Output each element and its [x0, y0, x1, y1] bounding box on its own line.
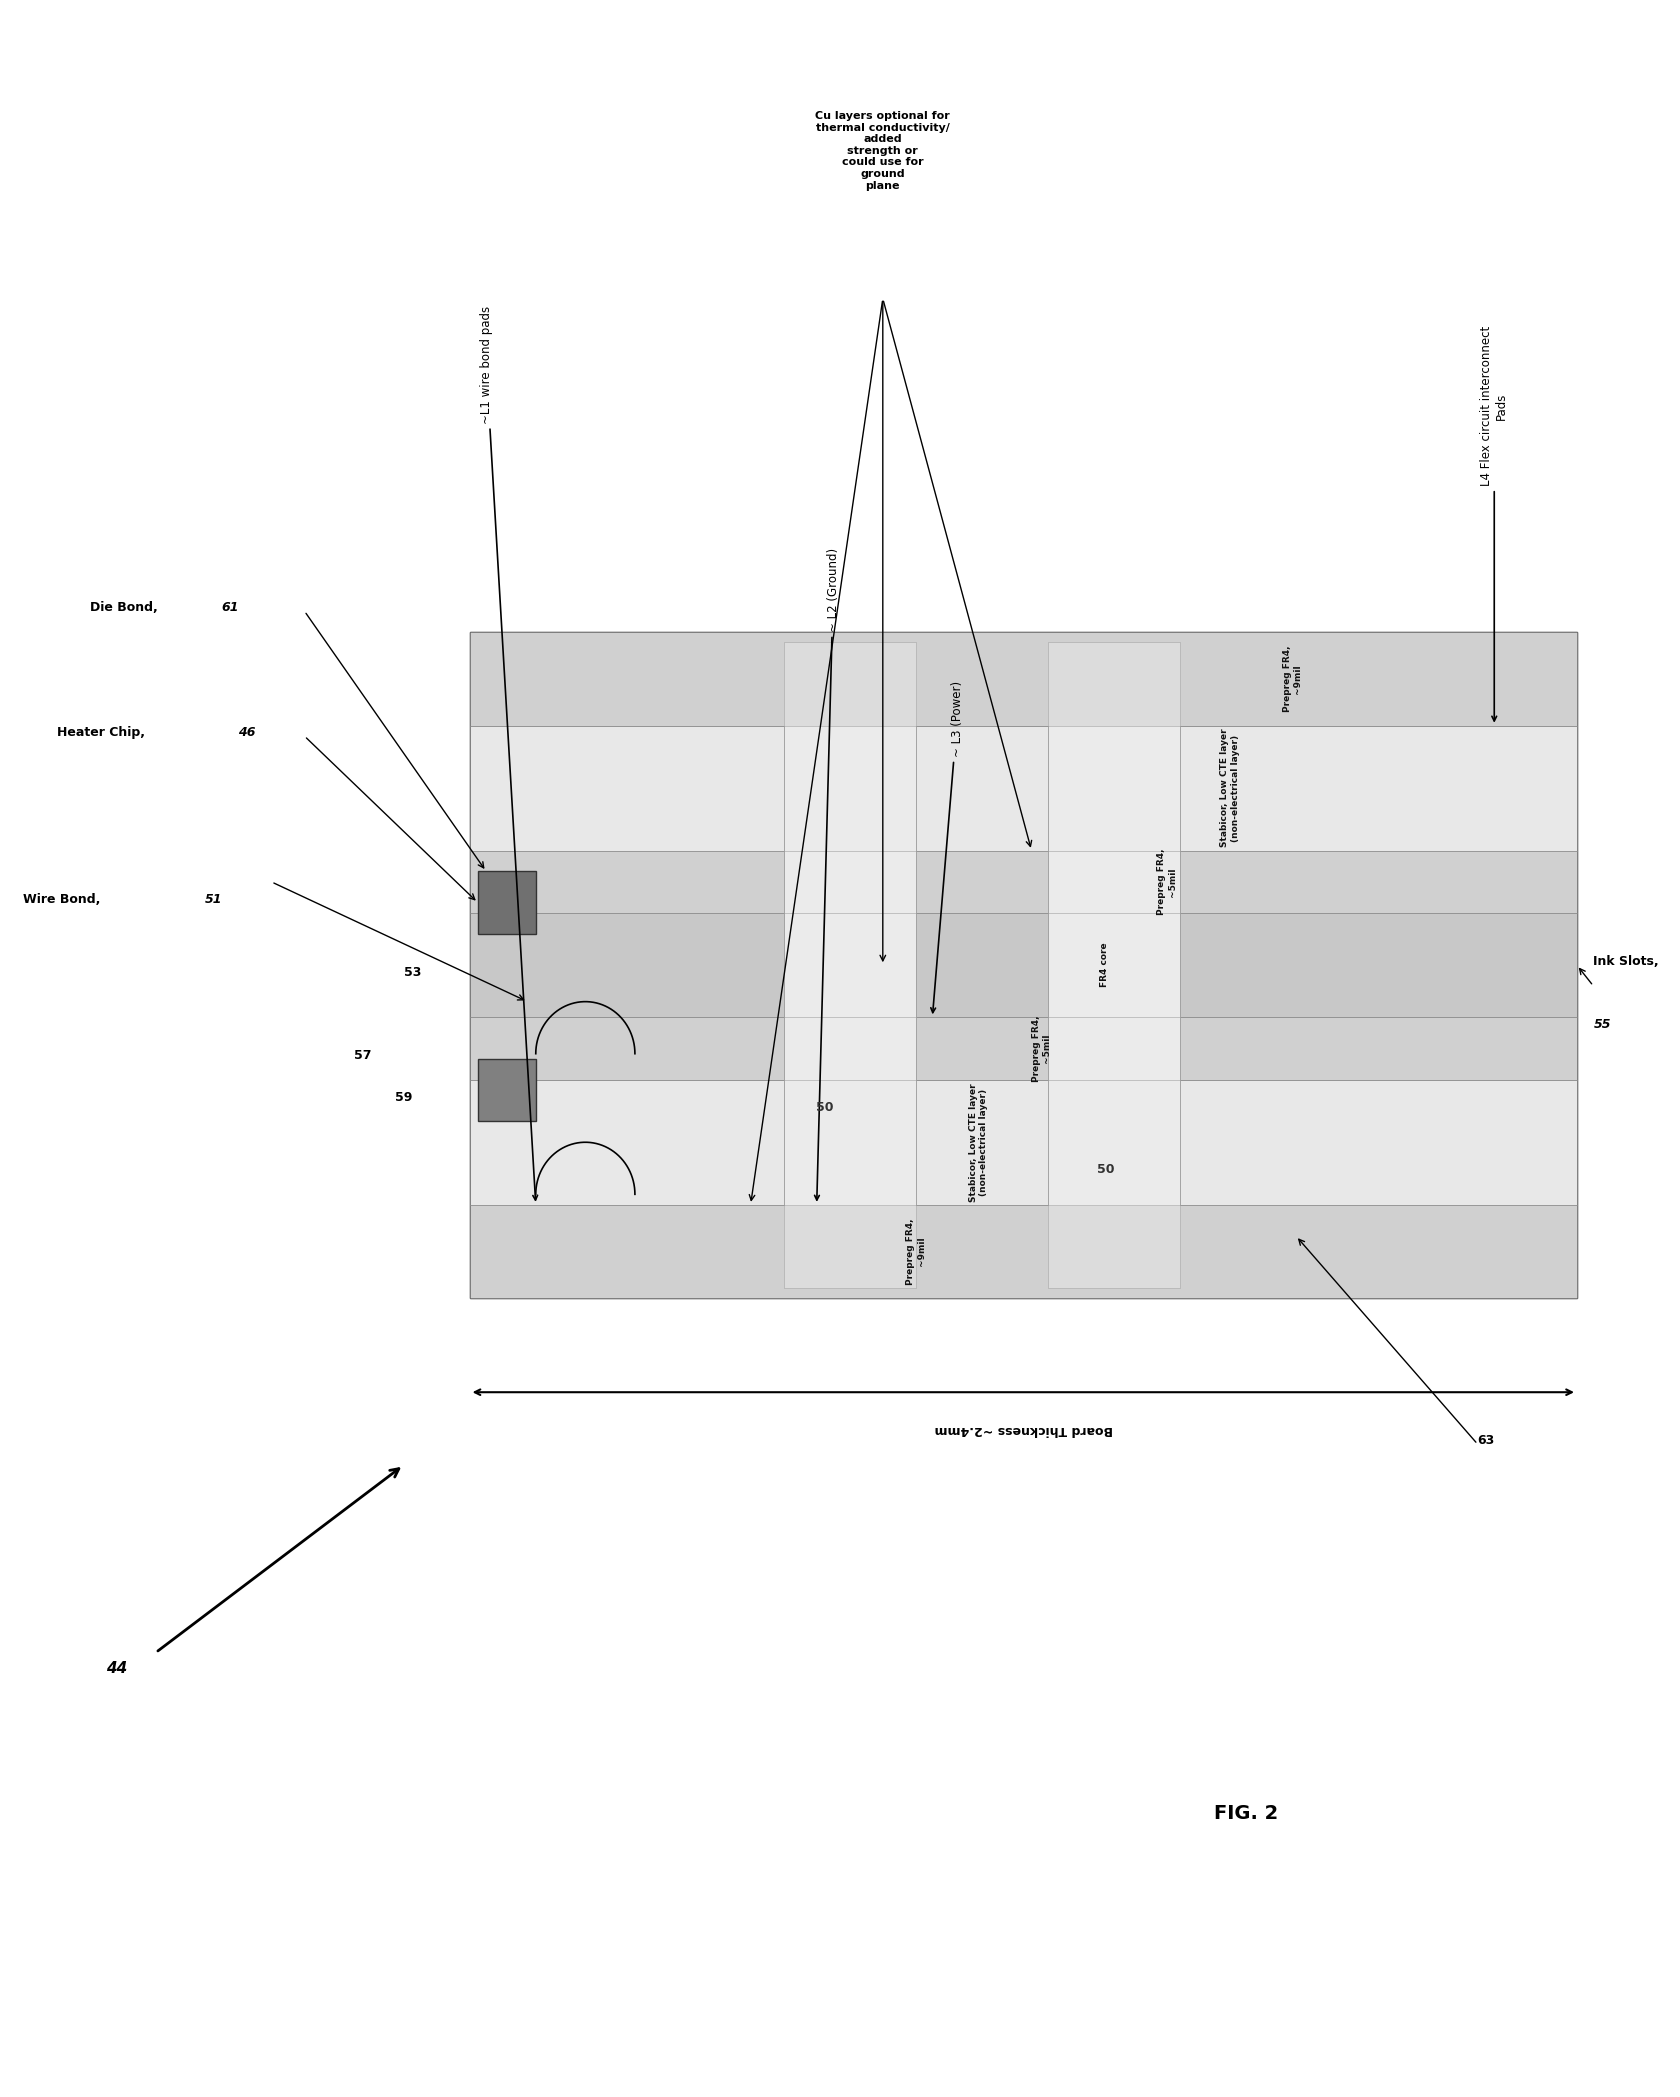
Text: ~ L3 (Power): ~ L3 (Power): [931, 682, 964, 1013]
Bar: [470, 726, 1578, 851]
Text: Board Thickness ~2.4mm: Board Thickness ~2.4mm: [934, 1424, 1112, 1436]
Bar: [1048, 642, 1181, 1288]
Bar: [470, 1206, 1578, 1298]
Bar: [783, 851, 916, 912]
Text: 59: 59: [395, 1090, 413, 1103]
Text: 53: 53: [403, 965, 422, 979]
Text: 51: 51: [205, 893, 223, 906]
Text: Prepreg FR4,
~9mil: Prepreg FR4, ~9mil: [906, 1218, 926, 1285]
Bar: [477, 1059, 536, 1122]
FancyBboxPatch shape: [470, 631, 1578, 1298]
Bar: [783, 1080, 916, 1206]
Bar: [470, 851, 1578, 912]
Bar: [783, 726, 916, 851]
Bar: [470, 631, 1578, 726]
Text: ~ L2 (Ground): ~ L2 (Ground): [815, 547, 840, 1199]
Bar: [1048, 912, 1181, 1017]
Text: 50: 50: [1097, 1164, 1114, 1176]
Text: ~L1 wire bond pads: ~L1 wire bond pads: [480, 306, 538, 1199]
Bar: [470, 912, 1578, 1017]
Text: FR4 core: FR4 core: [1100, 944, 1109, 988]
Bar: [1048, 1080, 1181, 1206]
Text: Ink Slots,: Ink Slots,: [1593, 954, 1660, 969]
Text: 63: 63: [1478, 1434, 1495, 1447]
Text: Die Bond,: Die Bond,: [89, 602, 158, 614]
Bar: [783, 642, 916, 1288]
Text: 46: 46: [239, 726, 255, 738]
Text: L4 Flex circuit interconnect
Pads: L4 Flex circuit interconnect Pads: [1480, 325, 1509, 721]
Bar: [470, 1017, 1578, 1080]
Text: 55: 55: [1593, 1017, 1611, 1030]
Bar: [470, 1080, 1578, 1206]
Text: FIG. 2: FIG. 2: [1215, 1803, 1278, 1822]
Text: Wire Bond,: Wire Bond,: [24, 893, 101, 906]
Bar: [1048, 851, 1181, 912]
Text: 44: 44: [106, 1661, 128, 1676]
Text: Prepreg FR4,
~5mil: Prepreg FR4, ~5mil: [1032, 1015, 1052, 1082]
Text: Stabicor, Low CTE layer
(non-electrical layer): Stabicor, Low CTE layer (non-electrical …: [969, 1082, 988, 1202]
Text: 50: 50: [816, 1101, 833, 1114]
Text: 61: 61: [222, 602, 239, 614]
Bar: [477, 872, 536, 933]
Text: Prepreg FR4,
~9mil: Prepreg FR4, ~9mil: [1284, 646, 1302, 713]
Text: 57: 57: [354, 1048, 371, 1061]
Text: Cu layers optional for
thermal conductivity/
added
strength or
could use for
gro: Cu layers optional for thermal conductiv…: [815, 111, 951, 191]
Text: Heater Chip,: Heater Chip,: [57, 726, 144, 738]
Bar: [783, 912, 916, 1017]
Text: Prepreg FR4,
~5mil: Prepreg FR4, ~5mil: [1158, 849, 1176, 914]
Bar: [1048, 726, 1181, 851]
Bar: [783, 1017, 916, 1080]
Bar: [1048, 1017, 1181, 1080]
Text: Stabicor, Low CTE layer
(non-electrical layer): Stabicor, Low CTE layer (non-electrical …: [1220, 730, 1240, 847]
